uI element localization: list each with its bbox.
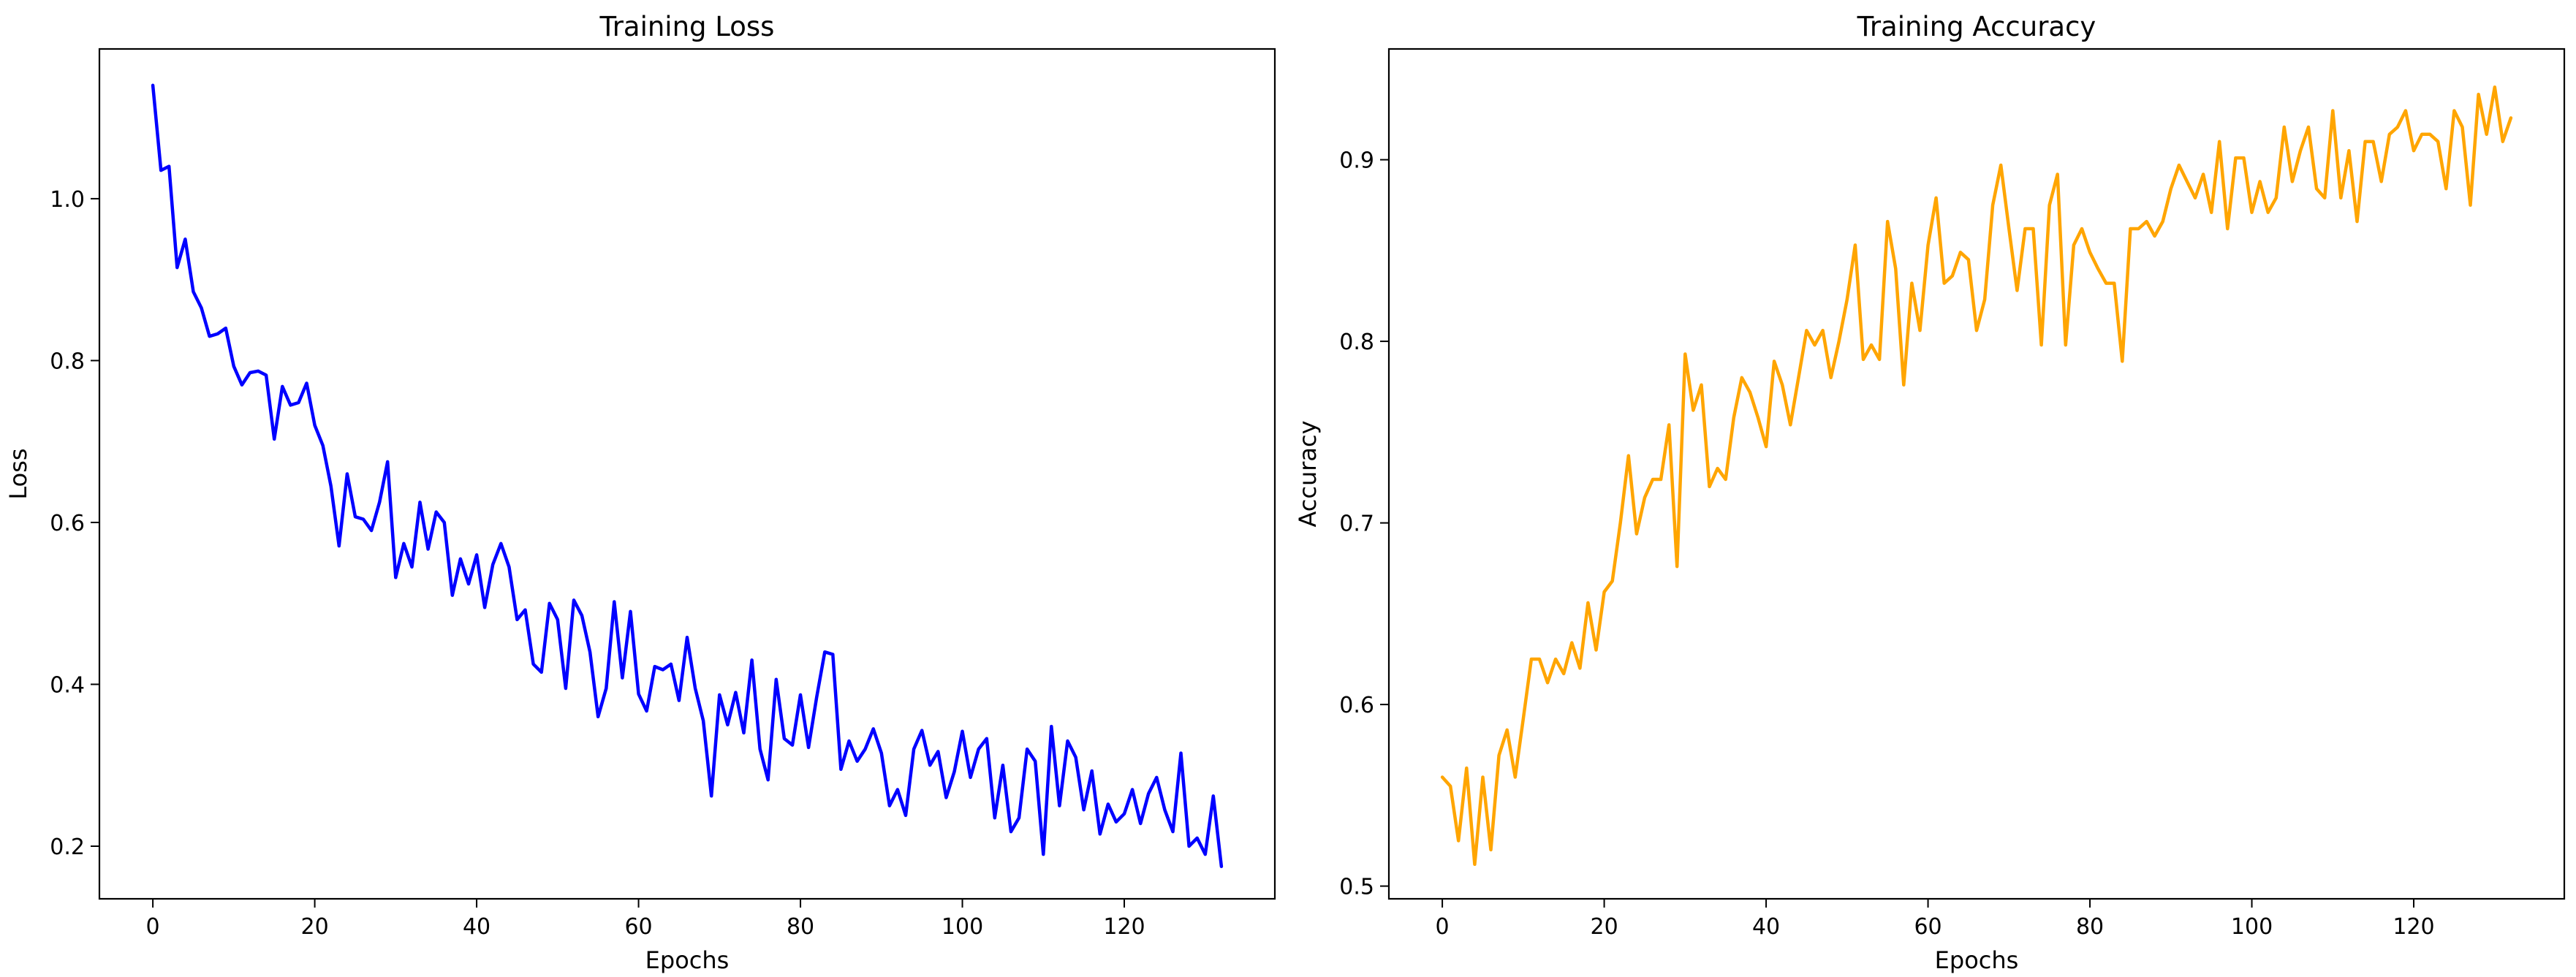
accuracy-x-axis-label: Epochs [1935,946,2019,974]
loss-x-tick-label: 0 [146,914,160,940]
accuracy-y-tick-label: 0.9 [1339,148,1374,174]
loss-x-tick-label: 120 [1103,914,1145,940]
loss-y-tick-label: 0.8 [50,349,85,374]
loss-x-tick-label: 80 [787,914,814,940]
loss-x-tick-label: 20 [300,914,328,940]
accuracy-x-tick-label: 120 [2393,914,2434,940]
loss-x-tick-label: 60 [624,914,652,940]
accuracy-x-tick-label: 60 [1914,914,1942,940]
loss-plot-frame [98,47,1276,900]
loss-y-tick-label: 1.0 [50,187,85,213]
accuracy-chart-title: Training Accuracy [1857,11,2096,42]
loss-x-tick-label: 100 [942,914,983,940]
accuracy-y-tick-label: 0.5 [1339,875,1374,900]
loss-chart: Training Loss 0 20 40 60 80 100 120 0.2 0.4 0.6 0.8… [4,11,1276,974]
accuracy-x-tick-label: 40 [1752,914,1780,940]
loss-x-tick-label: 40 [463,914,490,940]
accuracy-y-tick-label: 0.6 [1339,693,1374,718]
loss-chart-title: Training Loss [599,11,775,42]
loss-y-tick-label: 0.6 [50,511,85,536]
loss-y-axis-label: Loss [4,448,32,499]
loss-x-axis-label: Epochs [645,946,730,974]
accuracy-chart: Training Accuracy 0 20 40 60 80 100 120 0.5 0.6 0.… [1294,11,2566,974]
loss-series-line [151,83,1224,868]
loss-y-tick-label: 0.2 [50,835,85,860]
accuracy-y-tick-label: 0.7 [1339,512,1374,537]
accuracy-y-tick-label: 0.8 [1339,330,1374,355]
accuracy-y-axis-label: Accuracy [1294,420,1322,527]
accuracy-series-line [1440,85,2513,867]
accuracy-x-tick-label: 0 [1436,914,1450,940]
accuracy-x-tick-label: 20 [1590,914,1618,940]
accuracy-plot-frame [1387,47,2566,900]
accuracy-x-tick-label: 80 [2076,914,2104,940]
loss-y-tick-label: 0.4 [50,672,85,698]
accuracy-x-tick-label: 100 [2231,914,2273,940]
